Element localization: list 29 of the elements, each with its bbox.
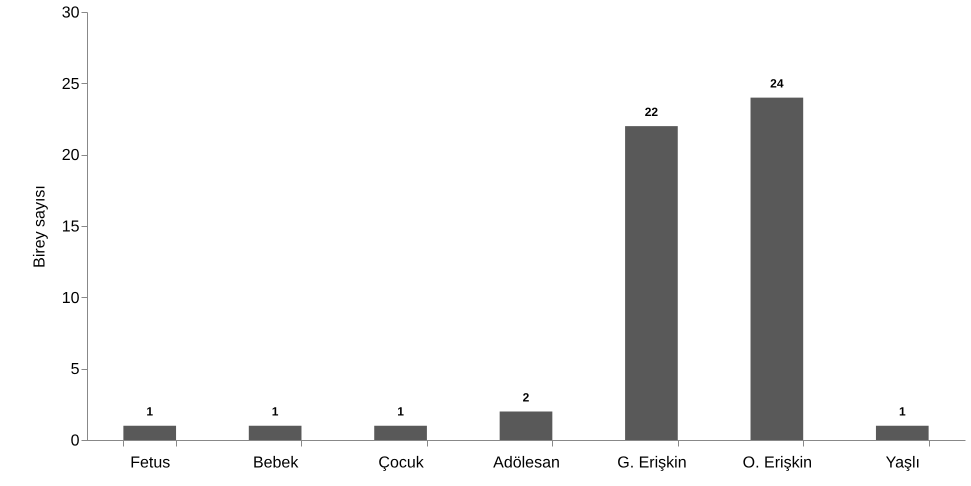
x-tick-label: Adölesan — [493, 454, 560, 472]
data-label: 22 — [644, 105, 658, 120]
data-label: 1 — [146, 404, 154, 419]
data-label: 1 — [898, 404, 906, 419]
bar — [750, 98, 804, 440]
y-tick-label: 15 — [62, 218, 80, 236]
x-tick-label: Yaşlı — [886, 454, 920, 472]
x-tick-label: Fetus — [130, 454, 170, 472]
x-tick-label: Çocuk — [378, 454, 425, 472]
bar — [248, 426, 302, 440]
data-label: 24 — [770, 76, 784, 91]
x-tick-label: G. Erişkin — [617, 454, 687, 472]
y-tick-label: 10 — [62, 290, 80, 307]
bar — [374, 426, 427, 440]
x-tick-label: Bebek — [252, 454, 300, 472]
y-tick-label: 0 — [70, 432, 80, 450]
y-axis-title: Birey sayısı — [32, 185, 49, 268]
bar — [123, 426, 176, 440]
data-label: 1 — [272, 404, 279, 419]
y-tick-label: 25 — [62, 76, 80, 93]
bar — [876, 426, 929, 440]
y-tick-label: 20 — [62, 147, 80, 164]
bar — [500, 411, 552, 440]
x-tick-label: O. Erişkin — [742, 454, 812, 472]
data-label: 1 — [397, 404, 404, 419]
bar — [625, 126, 678, 440]
data-label: 2 — [522, 390, 530, 404]
y-tick-label: 5 — [70, 361, 80, 378]
y-tick-label: 30 — [62, 4, 80, 22]
